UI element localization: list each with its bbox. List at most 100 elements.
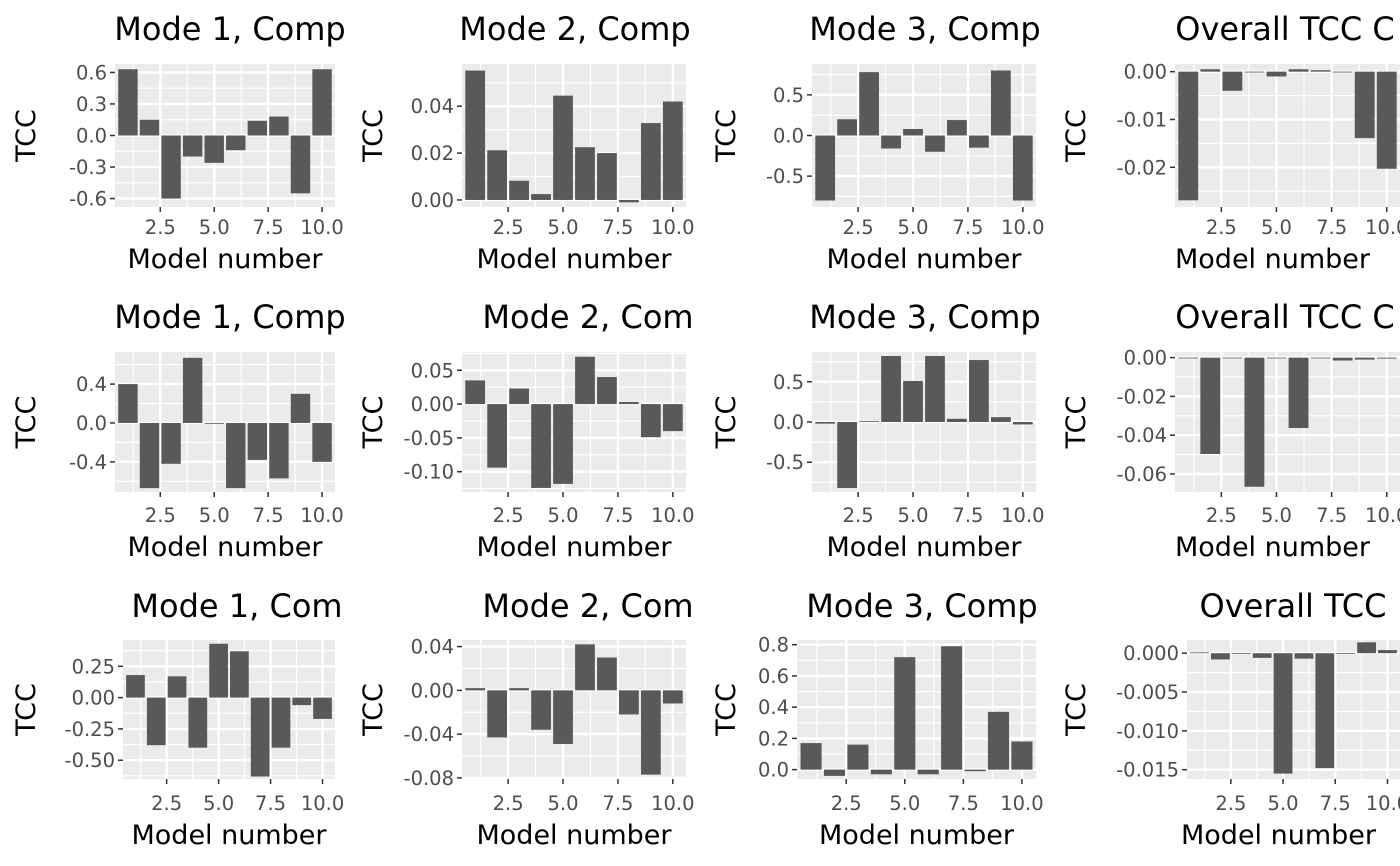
bar-model-8 — [269, 116, 289, 136]
panel-title: Mode 3, Comp — [809, 10, 1040, 48]
panel-background — [1187, 640, 1400, 779]
bar-model-1 — [118, 384, 138, 423]
x-axis-title: Model number — [476, 532, 672, 563]
facet-panel-6: 0.05 0.00 -0.05 -0.10 2.5 5.0 7.5 10.0 Model num… — [358, 298, 695, 563]
x-axis-title: Model number — [826, 532, 1022, 563]
bar-model-8 — [619, 402, 639, 405]
x-tick-label: 7.5 — [602, 504, 633, 527]
x-tick-label: 2.5 — [493, 216, 524, 239]
x-tick-label: 10.0 — [300, 216, 343, 239]
bar-model-10 — [1012, 135, 1033, 201]
bar-model-1 — [1178, 357, 1199, 359]
y-axis: 0.6 0.3 0.0 -0.3 -0.6 — [69, 61, 115, 211]
bars — [118, 357, 332, 489]
y-axis: 0.05 0.00 -0.05 -0.10 — [404, 359, 462, 484]
y-axis-title: TCC — [358, 683, 389, 737]
bar-model-5 — [204, 422, 224, 424]
bar-model-1 — [118, 69, 138, 136]
y-axis-title: TCC — [1061, 683, 1092, 737]
x-tick-label: 2.5 — [493, 792, 524, 815]
y-tick-label: -0.3 — [69, 156, 107, 179]
bars — [465, 644, 683, 775]
bar-model-6 — [230, 651, 249, 698]
x-tick-label: 5.0 — [203, 792, 234, 815]
bar-model-2 — [823, 769, 846, 776]
y-tick-label: 0.04 — [411, 636, 454, 659]
bar-model-2 — [146, 697, 166, 746]
bar-model-4 — [182, 357, 203, 423]
y-tick-label: -0.010 — [1116, 720, 1179, 743]
bar-model-7 — [597, 377, 617, 405]
y-tick-label: 0.0 — [773, 125, 804, 148]
y-axis-title: TCC — [711, 396, 742, 450]
bar-model-2 — [1211, 653, 1230, 660]
x-tick-label: 10.0 — [651, 216, 694, 239]
bar-model-5 — [1266, 71, 1287, 77]
bar-model-3 — [1222, 357, 1243, 359]
bar-model-10 — [1378, 650, 1397, 654]
bar-model-4 — [531, 194, 551, 200]
bar-model-4 — [531, 404, 551, 488]
y-tick-label: 0.04 — [411, 95, 454, 118]
x-axis: 2.5 5.0 7.5 10.0 — [493, 207, 695, 239]
bars — [118, 69, 332, 199]
x-tick-label: 5.0 — [898, 216, 929, 239]
x-tick-label: 2.5 — [151, 792, 182, 815]
x-tick-label: 7.5 — [253, 216, 284, 239]
bar-model-9 — [292, 697, 312, 706]
bar-model-3 — [509, 388, 529, 405]
x-tick-label: 5.0 — [889, 792, 920, 815]
x-tick-label: 10.0 — [1366, 792, 1400, 815]
x-tick-label: 10.0 — [1000, 792, 1043, 815]
bar-model-4 — [1244, 357, 1265, 487]
bar-model-6 — [1288, 357, 1309, 429]
bar-model-7 — [597, 153, 617, 200]
y-axis: 0.4 0.0 -0.4 — [69, 373, 115, 474]
y-tick-label: 0.5 — [773, 84, 804, 107]
x-axis-title: Model number — [476, 820, 672, 851]
bar-model-7 — [247, 120, 268, 136]
x-tick-label: 7.5 — [1316, 216, 1347, 239]
x-axis-title: Model number — [1181, 820, 1377, 851]
bar-model-7 — [597, 657, 617, 691]
bar-model-10 — [1011, 741, 1033, 770]
bar-model-1 — [1190, 652, 1209, 654]
facet-panel-7: 0.5 0.0 -0.5 2.5 5.0 7.5 10.0 Model number TCC Mo… — [711, 298, 1045, 563]
x-axis-title: Model number — [1175, 244, 1371, 275]
y-axis-title: TCC — [11, 683, 42, 737]
x-axis: 2.5 5.0 7.5 10.0 — [843, 492, 1045, 527]
x-tick-label: 7.5 — [952, 216, 983, 239]
x-tick-label: 10.0 — [1001, 504, 1044, 527]
bar-model-6 — [575, 356, 595, 405]
y-axis: 0.000 -0.005 -0.010 -0.015 — [1116, 642, 1187, 782]
y-tick-label: -0.015 — [1116, 759, 1179, 782]
x-axis: 2.5 5.0 7.5 10.0 — [1206, 207, 1400, 239]
panel-title: Mode 1, Comp — [114, 10, 345, 48]
x-tick-label: 7.5 — [602, 216, 633, 239]
facet-panel-3: 0.5 0.0 -0.5 2.5 5.0 7.5 10.0 Model number TCC Mo… — [711, 10, 1045, 275]
y-axis: 0.04 0.02 0.00 — [411, 95, 462, 212]
bar-model-5 — [1266, 357, 1287, 359]
bar-model-10 — [1376, 71, 1397, 169]
bar-model-3 — [509, 688, 529, 691]
bar-model-4 — [881, 356, 901, 422]
bar-model-7 — [947, 120, 967, 136]
y-axis-title: TCC — [711, 683, 742, 737]
bar-model-6 — [917, 769, 939, 775]
bars — [815, 356, 1033, 488]
x-axis-title: Model number — [127, 532, 323, 563]
y-tick-label: 0.00 — [411, 679, 454, 702]
facet-panel-1: 0.6 0.3 0.0 -0.3 -0.6 2.5 5.0 7.5 10.0 Model numb… — [11, 10, 346, 275]
bar-model-3 — [859, 421, 879, 422]
bar-model-8 — [619, 199, 639, 203]
x-tick-label: 10.0 — [1001, 216, 1044, 239]
x-tick-label: 2.5 — [1206, 216, 1237, 239]
bar-model-1 — [126, 675, 145, 698]
x-axis-title: Model number — [826, 244, 1022, 275]
bar-model-5 — [553, 404, 573, 484]
y-tick-label: 0.00 — [72, 687, 115, 710]
bar-model-8 — [969, 360, 989, 422]
x-axis: 2.5 5.0 7.5 10.0 — [1215, 779, 1400, 815]
x-tick-label: 7.5 — [948, 792, 979, 815]
panel-title: Overall TCC C — [1175, 298, 1394, 336]
